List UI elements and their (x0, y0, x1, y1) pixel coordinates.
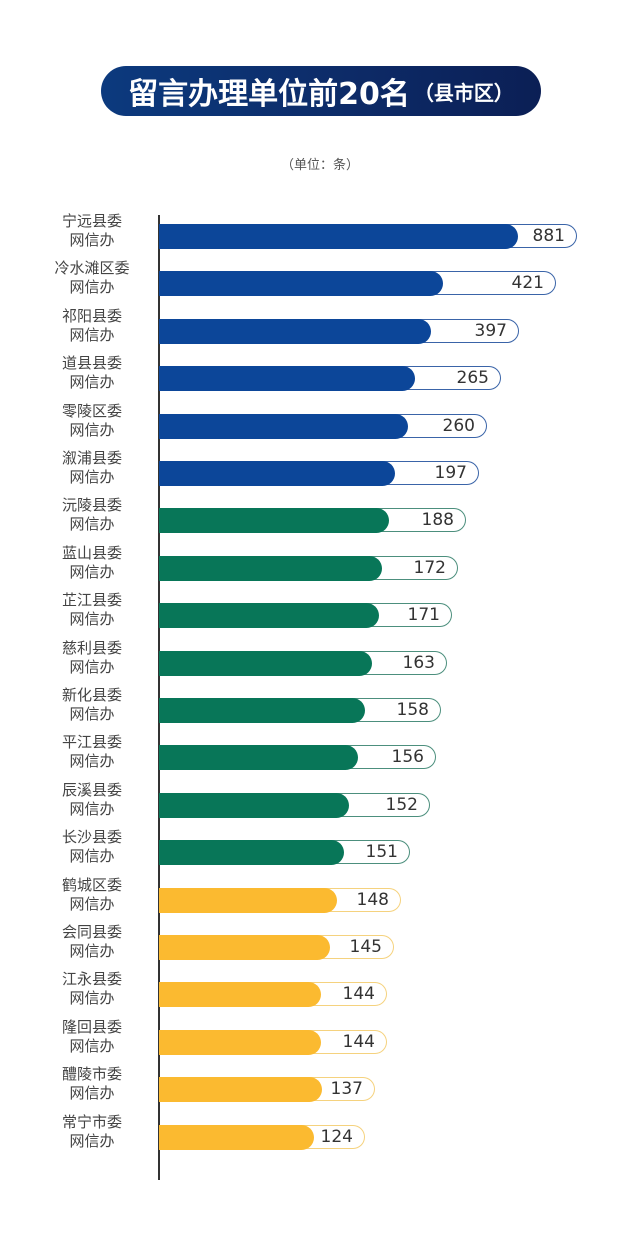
bar-fill (159, 508, 389, 534)
bar-row: 宁远县委 网信办 881 (0, 212, 640, 259)
bar-category-label: 辰溪县委 网信办 (61, 780, 122, 818)
bar-fill (159, 935, 330, 960)
bar-fill (159, 1077, 322, 1103)
chart-title: 留言办理单位前20名 (128, 77, 410, 112)
bar-fill (159, 792, 349, 818)
bar-value-label: 156 (391, 747, 424, 768)
bar-category-label: 宁远县委 网信办 (61, 212, 122, 249)
bar-value-label: 144 (342, 1031, 375, 1052)
bar-fill (159, 650, 372, 676)
bar-category-label: 新化县委 网信办 (61, 686, 122, 723)
bar-category-label: 长沙县委 网信办 (61, 828, 122, 866)
bar-fill (159, 555, 382, 581)
bar-value-label: 265 (456, 368, 489, 389)
bar-value-label: 151 (365, 842, 398, 863)
bar-row: 芷江县委 网信办 171 (0, 591, 640, 638)
bar-fill (159, 840, 344, 866)
bar-value-label: 124 (320, 1126, 353, 1147)
bar-category-label: 冷水滩区委 网信办 (54, 259, 130, 297)
bar-row: 新化县委 网信办 158 (0, 686, 640, 733)
bar-category-label: 隆回县委 网信办 (61, 1017, 122, 1055)
bar-fill (159, 224, 518, 249)
bar-fill (159, 1029, 321, 1055)
bar-row: 零陵区委 网信办 260 (0, 402, 640, 449)
bar-fill (159, 461, 395, 486)
bar-value-label: 145 (349, 937, 382, 957)
chart-title-banner: 留言办理单位前20名 （县市区） (101, 66, 541, 116)
bar-fill (159, 318, 431, 344)
bar-value-label: 188 (421, 510, 454, 531)
bar-value-label: 144 (342, 984, 375, 1005)
bar-category-label: 会同县委 网信办 (61, 923, 122, 960)
bar-value-label: 397 (474, 320, 507, 341)
bar-fill (159, 366, 415, 392)
bar-row: 平江县委 网信办 156 (0, 733, 640, 780)
bar-category-label: 醴陵市委 网信办 (61, 1065, 122, 1103)
bar-fill (159, 271, 443, 297)
bar-fill (159, 698, 365, 723)
bar-category-label: 蓝山县委 网信办 (61, 543, 122, 581)
bar-row: 会同县委 网信办 145 (0, 923, 640, 970)
bar-fill (159, 887, 337, 913)
bar-value-label: 152 (385, 794, 418, 815)
bar-fill (159, 413, 408, 439)
bar-value-label: 260 (442, 415, 475, 436)
bar-category-label: 慈利县委 网信办 (61, 638, 122, 676)
bar-category-label: 道县县委 网信办 (61, 354, 122, 392)
bar-category-label: 祁阳县委 网信办 (61, 306, 122, 344)
bar-row: 冷水滩区委 网信办 421 (0, 259, 640, 306)
bar-value-label: 421 (511, 273, 544, 294)
bar-row: 祁阳县委 网信办 397 (0, 307, 640, 354)
bar-category-label: 鹤城区委 网信办 (61, 875, 122, 913)
bar-category-label: 沅陵县委 网信办 (61, 496, 122, 534)
bar-row: 常宁市委 网信办 124 (0, 1113, 640, 1160)
bar-category-label: 江永县委 网信办 (61, 970, 122, 1008)
bar-value-label: 148 (356, 889, 389, 910)
bar-row: 辰溪县委 网信办 152 (0, 781, 640, 828)
bar-category-label: 零陵区委 网信办 (61, 401, 122, 439)
bar-category-label: 芷江县委 网信办 (61, 591, 122, 629)
bar-fill (159, 745, 358, 771)
bar-row: 江永县委 网信办 144 (0, 970, 640, 1017)
bar-row: 隆回县委 网信办 144 (0, 1018, 640, 1065)
bar-row: 沅陵县委 网信办 188 (0, 496, 640, 543)
bar-row: 蓝山县委 网信办 172 (0, 544, 640, 591)
y-axis-line (158, 215, 160, 1180)
bar-row: 溆浦县委 网信办 197 (0, 449, 640, 496)
bar-category-label: 平江县委 网信办 (61, 733, 122, 771)
bar-fill (159, 1124, 314, 1150)
bar-fill (159, 982, 321, 1008)
bar-row: 慈利县委 网信办 163 (0, 639, 640, 686)
bar-value-label: 881 (532, 226, 565, 246)
chart-title-scope: （县市区） (413, 80, 514, 105)
bar-value-label: 137 (330, 1079, 363, 1100)
bar-value-label: 163 (402, 652, 435, 673)
bar-row: 鹤城区委 网信办 148 (0, 876, 640, 923)
bar-value-label: 197 (434, 463, 467, 483)
bar-row: 醴陵市委 网信办 137 (0, 1065, 640, 1112)
bar-value-label: 172 (413, 557, 446, 578)
bar-value-label: 171 (407, 605, 440, 626)
bar-category-label: 常宁市委 网信办 (61, 1112, 122, 1150)
bar-fill (159, 603, 379, 629)
bar-row: 长沙县委 网信办 151 (0, 828, 640, 875)
bar-category-label: 溆浦县委 网信办 (61, 449, 122, 486)
bar-value-label: 158 (396, 700, 429, 720)
unit-label: （单位：条） (280, 158, 359, 173)
bar-row: 道县县委 网信办 265 (0, 354, 640, 401)
